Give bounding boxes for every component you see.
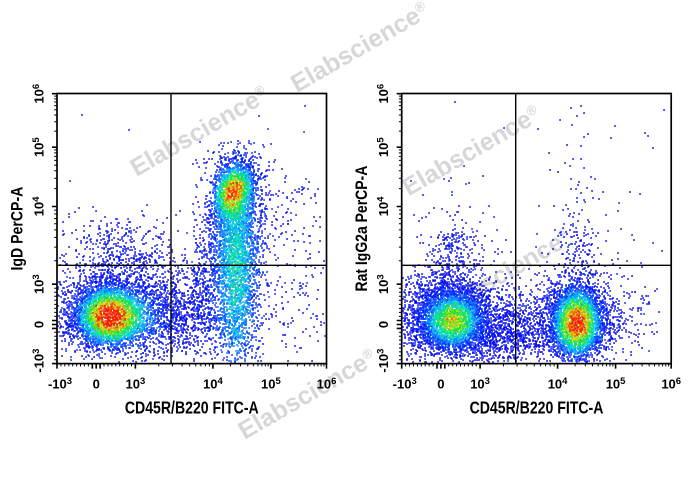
svg-text:IgD PerCP-A: IgD PerCP-A — [8, 187, 26, 271]
svg-text:-103: -103 — [393, 376, 417, 392]
svg-text:0: 0 — [437, 377, 444, 392]
svg-text:0: 0 — [376, 321, 391, 328]
svg-text:-103: -103 — [48, 376, 72, 392]
svg-text:CD45R/B220 FITC-A: CD45R/B220 FITC-A — [125, 398, 259, 418]
svg-text:-103: -103 — [376, 349, 392, 373]
svg-text:CD45R/B220 FITC-A: CD45R/B220 FITC-A — [470, 398, 604, 418]
svg-text:Rat IgG2a PerCP-A: Rat IgG2a PerCP-A — [353, 166, 372, 292]
svg-text:0: 0 — [32, 321, 47, 328]
svg-text:0: 0 — [93, 377, 100, 392]
svg-text:-103: -103 — [31, 349, 47, 373]
